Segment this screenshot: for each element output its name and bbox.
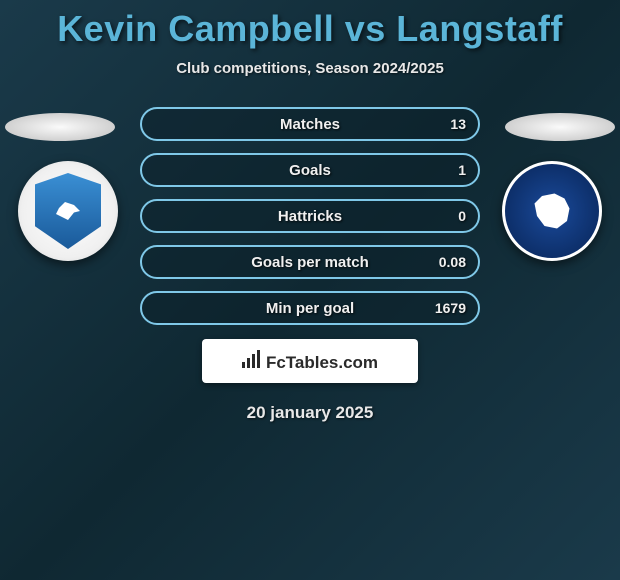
date-text: 20 january 2025 <box>0 403 620 423</box>
stat-row-hattricks: Hattricks 0 <box>140 199 480 233</box>
stat-row-goals: Goals 1 <box>140 153 480 187</box>
stat-right-value: 0 <box>458 208 466 224</box>
page-title: Kevin Campbell vs Langstaff <box>0 0 620 50</box>
stat-right-value: 0.08 <box>439 254 466 270</box>
stat-row-goals-per-match: Goals per match 0.08 <box>140 245 480 279</box>
stat-label: Hattricks <box>278 208 342 225</box>
stat-right-value: 13 <box>450 116 466 132</box>
team-badge-right <box>502 161 602 261</box>
stat-right-value: 1 <box>458 162 466 178</box>
brand-box: FcTables.com <box>202 339 418 383</box>
cardiff-shield-icon <box>35 173 101 249</box>
stat-row-min-per-goal: Min per goal 1679 <box>140 291 480 325</box>
stat-label: Goals <box>289 162 331 179</box>
right-oval-base <box>505 113 615 141</box>
stat-label: Matches <box>280 116 340 133</box>
stat-right-value: 1679 <box>435 300 466 316</box>
fctables-logo: FcTables.com <box>242 350 378 373</box>
stat-label: Min per goal <box>266 300 354 317</box>
stat-rows: Matches 13 Goals 1 Hattricks 0 Goals per… <box>140 107 480 325</box>
left-oval-base <box>5 113 115 141</box>
team-badge-left <box>18 161 118 261</box>
stat-label: Goals per match <box>251 254 369 271</box>
bluebird-icon <box>53 196 83 226</box>
comparison-panel: Matches 13 Goals 1 Hattricks 0 Goals per… <box>0 107 620 423</box>
chart-bars-icon <box>242 350 260 368</box>
brand-text: FcTables.com <box>266 353 378 373</box>
stat-row-matches: Matches 13 <box>140 107 480 141</box>
subtitle: Club competitions, Season 2024/2025 <box>0 60 620 77</box>
lion-icon <box>527 186 577 236</box>
